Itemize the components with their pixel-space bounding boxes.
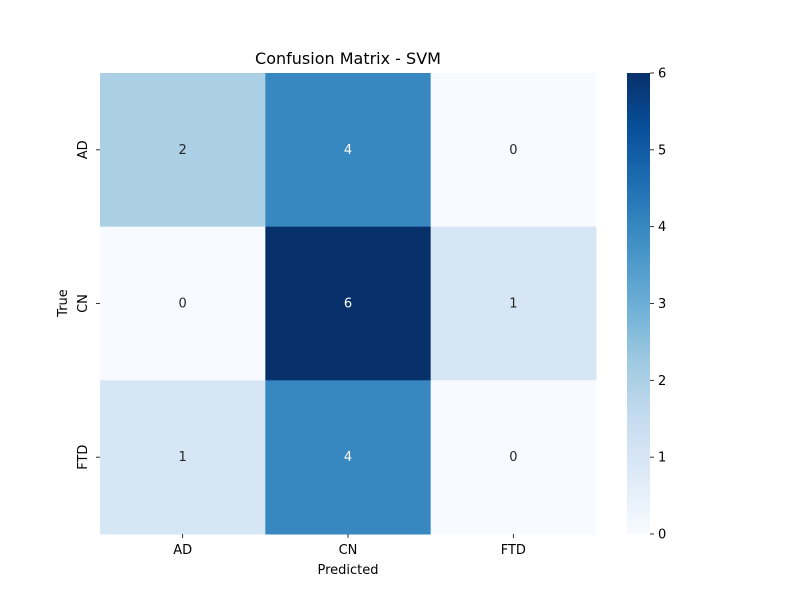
x-axis-label: Predicted — [317, 563, 378, 578]
x-axis: AD CN FTD — [173, 534, 526, 558]
cell-value-label: 0 — [509, 450, 517, 465]
colorbar-tick-label: 1 — [658, 451, 666, 466]
cell-value-label: 6 — [344, 297, 352, 312]
colorbar-tick-label: 6 — [658, 67, 666, 82]
cell-value-label: 4 — [344, 450, 352, 465]
colorbar-tick-label: 4 — [658, 220, 666, 235]
heatmap-cell — [430, 226, 597, 381]
heatmap-cells — [100, 73, 597, 535]
colorbar: 0 1 2 3 4 5 6 — [627, 67, 666, 543]
x-tick-label: CN — [339, 543, 358, 558]
colorbar-gradient — [627, 73, 650, 534]
cell-value-label: 2 — [179, 143, 187, 158]
cell-value-label: 0 — [179, 297, 187, 312]
cell-value-label: 4 — [344, 143, 352, 158]
colorbar-tick-label: 2 — [658, 374, 666, 389]
x-tick-label: AD — [173, 543, 192, 558]
y-axis: AD CN FTD — [76, 140, 100, 470]
y-tick-label: CN — [76, 294, 91, 313]
heatmap-cell — [100, 73, 266, 228]
heatmap-cell — [265, 226, 432, 381]
heatmap-cell — [265, 73, 432, 228]
y-tick-label: FTD — [76, 445, 91, 470]
colorbar-tick-label: 3 — [658, 297, 666, 312]
heatmap-cell — [100, 226, 266, 381]
heatmap-cell — [100, 380, 266, 535]
heatmap-cell — [265, 380, 432, 535]
colorbar-ticks: 0 1 2 3 4 5 6 — [650, 67, 666, 543]
colorbar-tick-label: 5 — [658, 143, 666, 158]
heatmap-cell — [430, 73, 597, 228]
y-tick-label: AD — [76, 140, 91, 159]
colorbar-tick-label: 0 — [658, 528, 666, 543]
cell-value-label: 0 — [509, 143, 517, 158]
cell-value-label: 1 — [509, 297, 517, 312]
chart-title: Confusion Matrix - SVM — [255, 49, 441, 68]
x-tick-label: FTD — [501, 543, 526, 558]
heatmap-cell — [430, 380, 597, 535]
y-axis-label: True — [56, 289, 71, 318]
cell-value-labels: 2 4 0 0 6 1 1 4 0 — [179, 143, 518, 465]
cell-value-label: 1 — [179, 450, 187, 465]
